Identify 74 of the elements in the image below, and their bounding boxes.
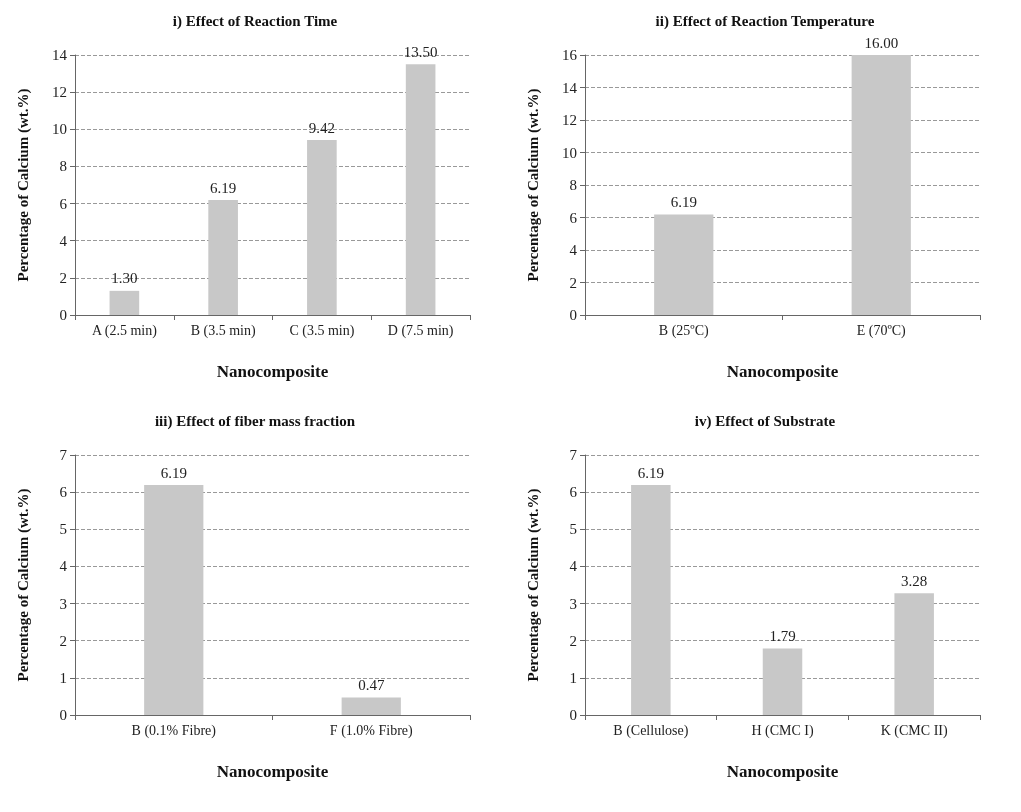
y-axis-title: Percentage of Calcium (wt.%): [524, 88, 542, 282]
y-tick-label: 7: [569, 447, 578, 463]
y-tick-label: 6: [59, 195, 68, 212]
y-tick-label: 5: [569, 521, 577, 538]
x-tick-label: E (70ºC): [856, 322, 907, 339]
y-axis-title: Percentage of Calcium (wt.%): [14, 88, 32, 282]
x-tick-label: B (3.5 min): [190, 322, 256, 339]
chart-title: i) Effect of Reaction Time: [172, 12, 338, 30]
x-tick-label: H (CMC I): [751, 722, 814, 739]
bar: [762, 648, 803, 715]
x-tick-label: A (2.5 min): [91, 322, 158, 339]
x-tick-label: D (7.5 min): [387, 322, 454, 339]
y-tick-label: 6: [569, 209, 578, 226]
y-tick-label: 8: [569, 177, 577, 193]
x-axis-title: Nanocomposite: [726, 362, 839, 381]
x-tick-label: K (CMC II): [880, 722, 948, 739]
y-tick-label: 3: [569, 595, 577, 612]
bar: [894, 593, 934, 715]
y-tick-label: 10: [52, 121, 67, 138]
chart-title: ii) Effect of Reaction Temperature: [655, 12, 875, 30]
y-axis-title: Percentage of Calcium (wt.%): [524, 488, 542, 682]
y-tick-label: 0: [59, 707, 67, 723]
data-label: 1.79: [769, 628, 796, 645]
bar: [109, 290, 140, 315]
data-label: 6.19: [670, 193, 697, 210]
y-tick-label: 0: [59, 307, 67, 323]
y-tick-label: 2: [59, 632, 67, 649]
data-label: 3.28: [901, 572, 928, 589]
data-label: 6.19: [160, 464, 187, 481]
y-tick-label: 16: [562, 47, 578, 63]
x-tick-label: B (0.1% Fibre): [131, 722, 217, 739]
data-label: 6.19: [210, 179, 237, 196]
bar: [631, 485, 671, 715]
y-tick-label: 2: [569, 632, 577, 649]
y-tick-label: 5: [59, 521, 67, 538]
x-tick-label: B (Cellulose): [613, 722, 689, 739]
x-tick-label: C (3.5 min): [289, 322, 355, 339]
data-label: 1.30: [111, 270, 138, 287]
y-tick-label: 12: [52, 84, 67, 101]
data-label: 0.47: [358, 677, 385, 694]
x-tick-label: F (1.0% Fibre): [329, 722, 413, 739]
x-axis-title: Nanocomposite: [726, 762, 839, 781]
data-label: 16.00: [864, 34, 899, 51]
y-tick-label: 4: [569, 242, 578, 258]
y-tick-label: 14: [52, 47, 68, 63]
y-tick-label: 4: [59, 232, 68, 249]
y-tick-label: 14: [562, 79, 578, 96]
y-tick-label: 7: [59, 447, 68, 463]
data-label: 9.42: [308, 119, 335, 136]
bar: [208, 200, 238, 315]
x-axis-title: Nanocomposite: [216, 362, 329, 381]
y-tick-label: 6: [569, 484, 578, 501]
y-tick-label: 1: [569, 669, 577, 686]
y-tick-label: 8: [59, 158, 67, 175]
y-tick-label: 1: [59, 669, 67, 686]
bar: [405, 64, 436, 315]
y-tick-label: 2: [59, 269, 67, 286]
y-tick-label: 10: [562, 144, 577, 161]
y-tick-label: 0: [569, 707, 577, 723]
x-tick-label: B (25ºC): [658, 322, 710, 339]
y-tick-label: 0: [569, 307, 577, 323]
y-tick-label: 4: [569, 558, 578, 575]
bar: [307, 140, 337, 315]
y-tick-label: 2: [569, 274, 577, 291]
y-axis-title: Percentage of Calcium (wt.%): [14, 488, 32, 682]
y-tick-label: 3: [59, 595, 67, 612]
data-label: 6.19: [637, 464, 664, 481]
data-label: 13.50: [403, 43, 438, 60]
y-tick-label: 6: [59, 484, 68, 501]
y-tick-label: 4: [59, 558, 68, 575]
x-axis-title: Nanocomposite: [216, 762, 329, 781]
chart-title: iii) Effect of fiber mass fraction: [154, 412, 356, 430]
y-tick-label: 12: [562, 112, 577, 128]
chart-title: iv) Effect of Substrate: [694, 412, 836, 430]
